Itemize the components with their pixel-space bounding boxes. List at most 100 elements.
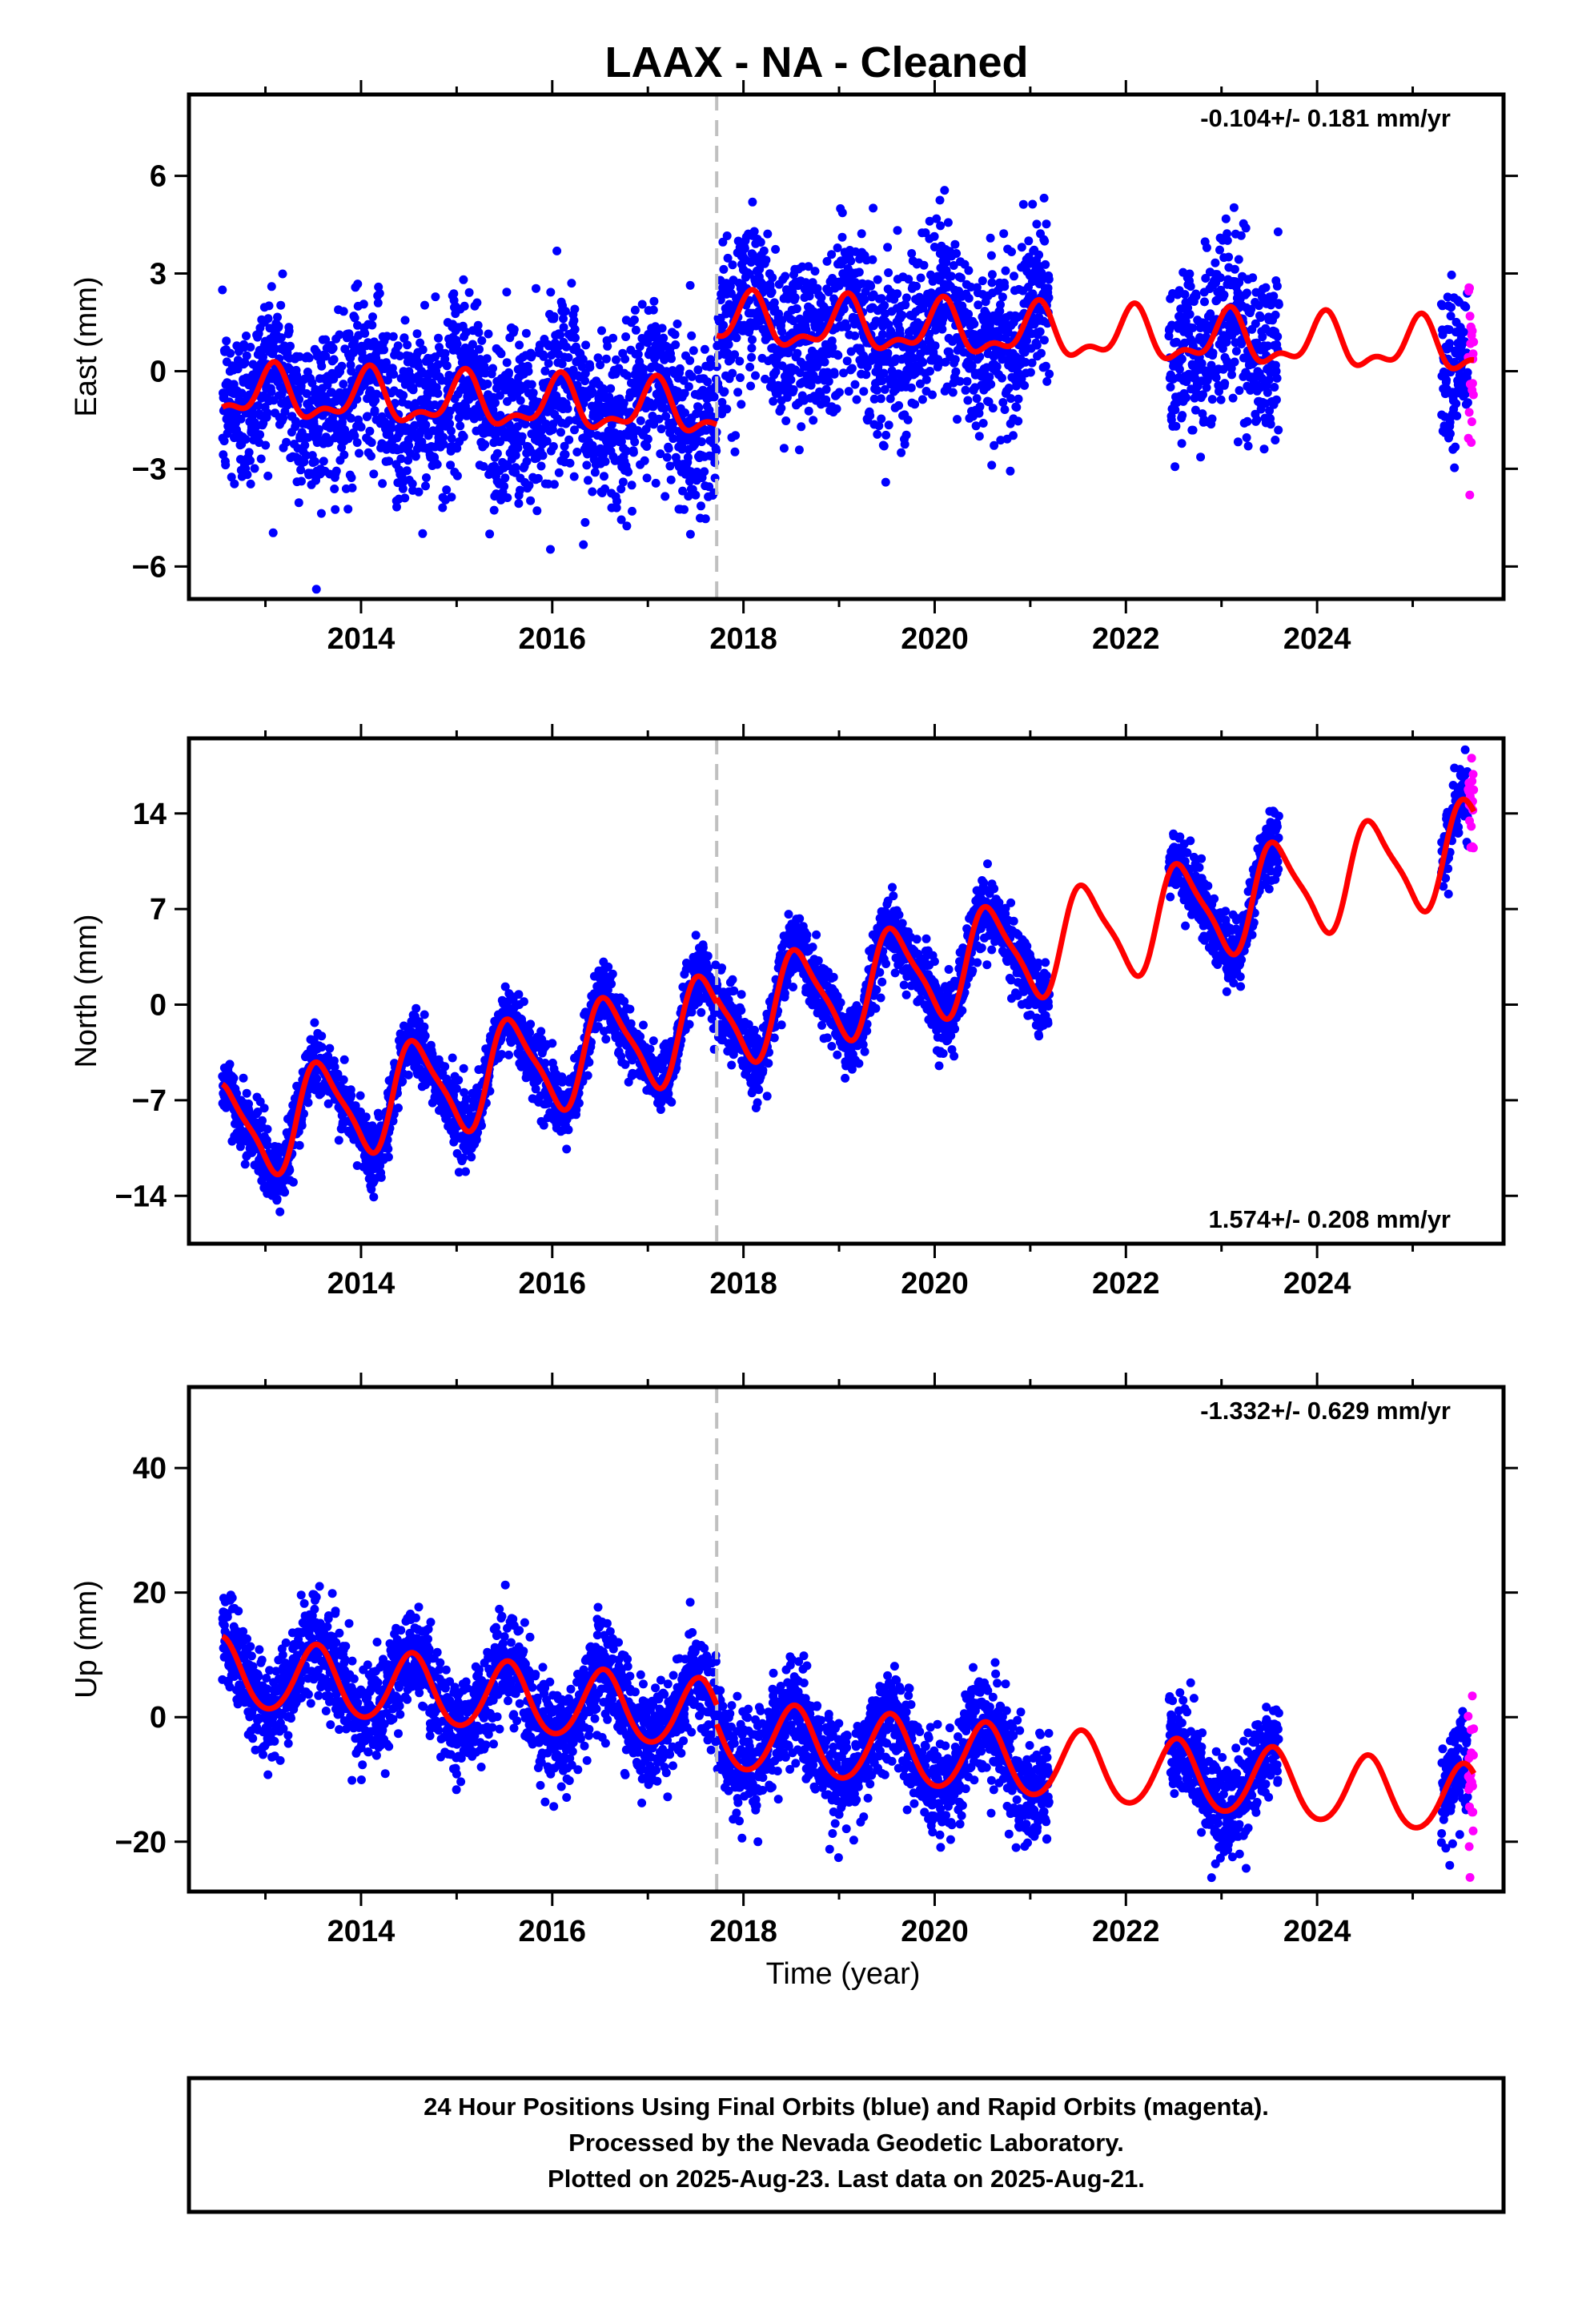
final-orbit-point [1446,312,1456,321]
final-orbit-point [330,1062,339,1072]
final-orbit-point [1207,360,1216,370]
final-orbit-point [930,231,939,241]
final-orbit-point [975,402,985,412]
final-orbit-point [917,395,927,404]
final-orbit-point [447,426,456,436]
final-orbit-point [577,362,587,372]
final-orbit-point [404,441,414,451]
final-orbit-point [240,1160,250,1169]
final-orbit-point [925,216,934,226]
final-orbit-point [740,243,749,253]
final-orbit-point [384,430,394,440]
final-orbit-point [832,404,841,413]
final-orbit-point [475,344,484,354]
final-orbit-point [995,307,1005,316]
final-orbit-point [398,484,408,493]
final-orbit-point [571,333,580,343]
final-orbit-point [943,218,953,227]
final-orbit-point [310,1018,319,1027]
final-orbit-point [719,264,729,274]
final-orbit-point [679,376,689,385]
final-orbit-point [600,484,609,493]
final-orbit-point [930,341,940,351]
final-orbit-point [771,244,781,254]
final-orbit-point [261,440,271,450]
final-orbit-point [569,316,579,325]
final-orbit-point [662,452,672,462]
rapid-orbit-point [1465,490,1475,500]
final-orbit-point [792,304,801,313]
final-orbit-point [319,456,328,466]
final-orbit-point [421,481,430,491]
final-orbit-point [229,1073,239,1083]
final-orbit-point [1032,219,1042,229]
final-orbit-point [1007,247,1016,256]
final-orbit-point [893,226,902,235]
x-tick-label: 2024 [1283,622,1351,656]
final-orbit-point [616,515,626,525]
final-orbit-point [585,363,595,372]
final-orbit-point [259,352,267,362]
final-orbit-point [393,341,403,351]
final-orbit-point [449,289,459,299]
final-orbit-point [578,355,588,364]
final-orbit-point [884,268,893,277]
final-orbit-point [548,442,558,451]
final-orbit-point [296,465,306,475]
final-orbit-point [1191,292,1201,301]
final-orbit-point [329,355,339,364]
final-orbit-point [949,261,958,270]
final-orbit-point [789,385,798,394]
final-orbit-point [1236,231,1246,240]
final-orbit-point [629,315,639,324]
final-orbit-point [1219,290,1229,300]
final-orbit-point [392,502,401,512]
final-orbit-point [921,375,931,384]
final-orbit-point [781,271,790,281]
final-orbit-point [1000,282,1010,292]
final-orbit-point [987,270,997,279]
final-orbit-point [824,376,833,386]
final-orbit-point [897,311,907,320]
final-orbit-point [636,416,645,425]
final-orbit-point [868,255,877,264]
final-orbit-point [1172,337,1181,347]
data-points [218,745,1479,1216]
final-orbit-point [239,343,249,352]
final-orbit-point [560,441,569,451]
final-orbit-point [1459,328,1468,337]
final-orbit-point [751,371,760,380]
final-orbit-point [1243,416,1252,426]
final-orbit-point [1258,332,1267,342]
final-orbit-point [813,375,823,384]
final-orbit-point [829,369,839,379]
final-orbit-point [1452,399,1461,408]
final-orbit-point [1216,395,1226,404]
final-orbit-point [403,340,412,350]
final-orbit-point [331,505,340,514]
final-orbit-point [418,345,428,355]
final-orbit-point [790,293,800,303]
final-orbit-point [616,485,626,494]
final-orbit-point [642,442,652,451]
final-orbit-point [794,445,804,455]
final-orbit-point [827,336,837,346]
final-orbit-point [370,406,379,416]
final-orbit-point [584,476,592,485]
final-orbit-point [420,300,429,310]
final-orbit-point [733,388,743,397]
final-orbit-point [253,1108,263,1116]
final-orbit-point [514,499,524,509]
final-orbit-point [722,231,732,240]
final-orbit-point [1017,243,1026,252]
final-orbit-point [528,388,538,398]
final-orbit-point [331,466,341,476]
final-orbit-point [1166,382,1175,392]
final-orbit-point [420,1031,430,1040]
final-orbit-point [665,461,675,471]
final-orbit-point [805,292,814,301]
final-orbit-point [564,416,574,425]
final-orbit-point [970,320,979,328]
final-orbit-point [894,400,904,410]
